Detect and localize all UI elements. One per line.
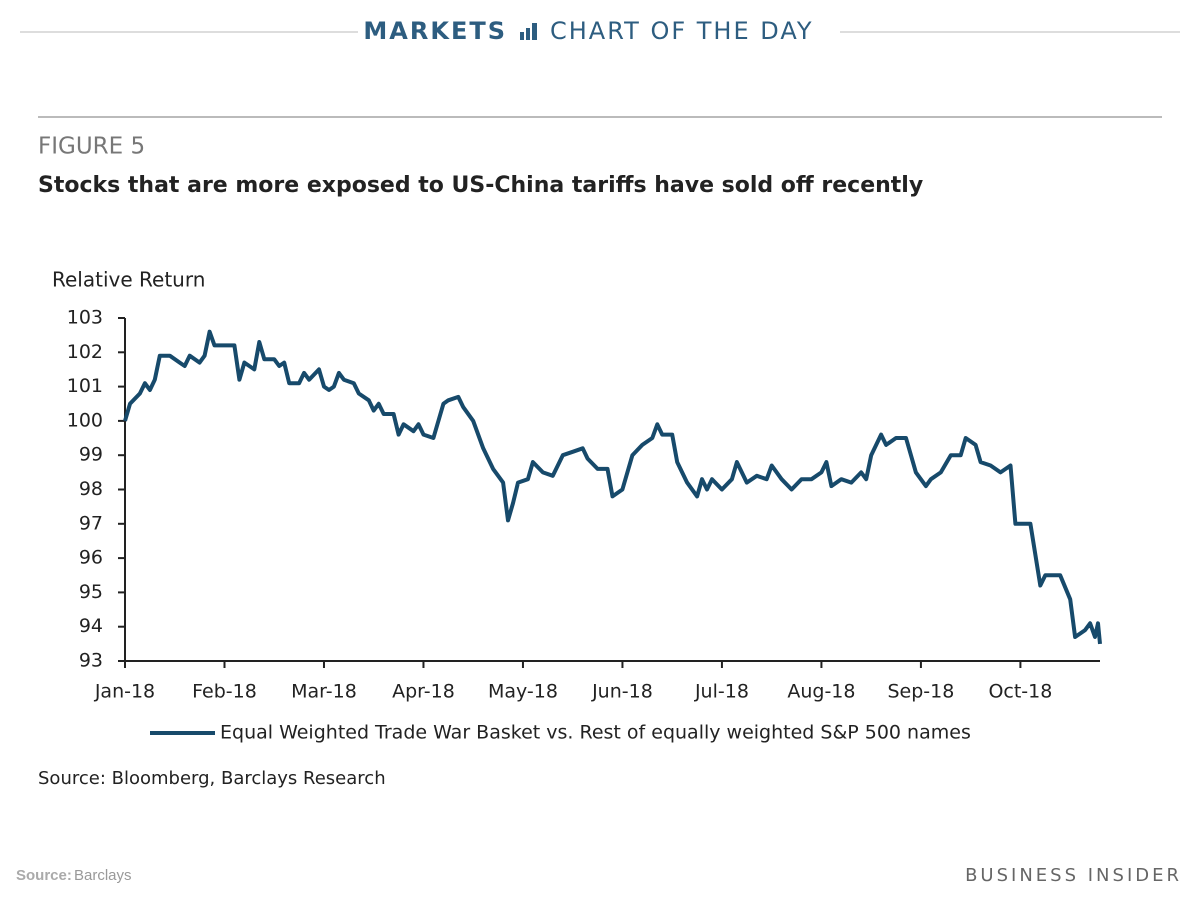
x-tick-label: Mar-18 [291,681,357,703]
brand: BUSINESS INSIDER [965,865,1182,886]
footer-source-label: Source: [16,867,72,884]
y-tick-label: 103 [67,307,103,329]
chart-title: Stocks that are more exposed to US-China… [38,173,923,198]
feature: CHART OF THE DAY [550,17,814,45]
chart-source: Source: Bloomberg, Barclays Research [38,768,386,789]
data-line [123,329,1102,645]
x-tick-label: Apr-18 [392,681,455,703]
y-tick-label: 98 [79,478,103,500]
y-tick-label: 101 [67,375,103,397]
y-tick-label: 99 [79,444,103,466]
chart-icon [520,23,537,40]
figure-label: FIGURE 5 [38,134,145,160]
legend-label: Equal Weighted Trade War Basket vs. Rest… [220,722,971,744]
x-tick-label: Feb-18 [192,681,257,703]
y-tick-label: 102 [67,341,103,363]
x-tick-label: Aug-18 [787,681,855,703]
x-tick-label: May-18 [488,681,558,703]
section: MARKETS [363,17,507,45]
y-tick-label: 93 [79,650,103,672]
y-tick-label: 96 [79,547,103,569]
y-axis-label: Relative Return [52,268,205,292]
x-tick-label: Oct-18 [988,681,1052,703]
x-tick-label: Jul-18 [694,681,749,703]
y-tick-label: 97 [79,512,103,534]
x-tick-label: Jan-18 [94,681,155,703]
x-tick-label: Jun-18 [591,681,653,703]
y-tick-label: 94 [79,615,103,637]
footer-source: Barclays [74,867,132,884]
y-tick-label: 95 [79,581,103,603]
y-tick-label: 100 [67,409,103,431]
x-tick-label: Sep-18 [887,681,954,703]
